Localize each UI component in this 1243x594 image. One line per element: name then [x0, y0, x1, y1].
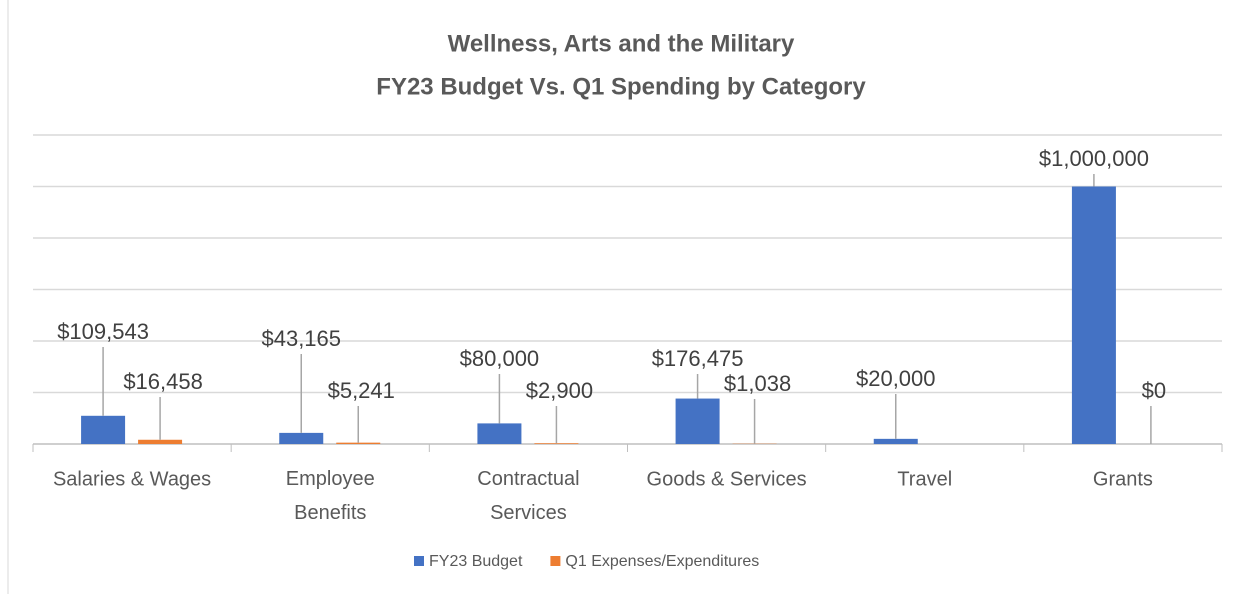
- bar: [873, 438, 918, 444]
- x-tick-label: Grants: [1093, 468, 1153, 490]
- data-label: $43,165: [261, 326, 341, 351]
- x-tick-label: Employee Benefits: [286, 468, 375, 524]
- data-label: $16,458: [123, 369, 203, 394]
- x-tick-label: Contractual Services: [477, 468, 579, 524]
- bar: [675, 398, 720, 444]
- bar: [279, 432, 324, 444]
- data-label: $1,038: [724, 371, 791, 396]
- data-label: $109,543: [57, 319, 149, 344]
- x-tick-label: Salaries & Wages: [53, 468, 211, 490]
- legend-label: FY23 Budget: [429, 553, 523, 570]
- data-label: $176,475: [652, 346, 744, 371]
- legend-swatch: [550, 556, 561, 566]
- x-tick-label: Goods & Services: [647, 468, 807, 490]
- bar: [477, 423, 522, 444]
- legend-label: Q1 Expenses/Expenditures: [565, 553, 759, 570]
- data-label: $20,000: [856, 366, 936, 391]
- bar: [1071, 186, 1116, 444]
- data-label: $5,241: [328, 378, 395, 403]
- data-label: $0: [1142, 378, 1166, 403]
- bar: [81, 415, 126, 444]
- chart-title: Wellness, Arts and the Military: [448, 30, 795, 57]
- data-label: $80,000: [460, 346, 540, 371]
- bar: [336, 442, 381, 444]
- chart-subtitle: FY23 Budget Vs. Q1 Spending by Category: [376, 73, 866, 100]
- legend-swatch: [414, 556, 424, 566]
- x-tick-label: Travel: [897, 468, 952, 490]
- chart-frame: [7, 0, 9, 594]
- data-label: $2,900: [526, 378, 593, 403]
- bar: [534, 443, 579, 444]
- bar: [138, 439, 183, 444]
- data-label: $1,000,000: [1039, 146, 1149, 171]
